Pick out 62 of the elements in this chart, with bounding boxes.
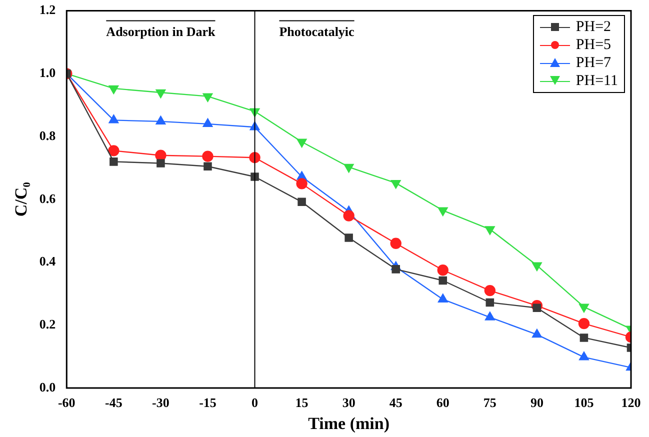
- point: [344, 164, 354, 173]
- x-axis-title: Time (min): [308, 414, 390, 434]
- legend-label: PH=5: [576, 36, 612, 54]
- point: [484, 226, 495, 235]
- point: [156, 159, 165, 168]
- point: [110, 158, 118, 166]
- x-tick-label: 90: [530, 395, 544, 410]
- point: [108, 114, 119, 124]
- point: [484, 312, 495, 320]
- point: [108, 145, 120, 156]
- point: [532, 304, 542, 312]
- x-tick-label: -60: [58, 395, 76, 410]
- y-tick-label: 1.0: [39, 65, 56, 80]
- x-tick-label: 105: [574, 395, 594, 410]
- point: [156, 89, 166, 98]
- point: [298, 198, 306, 206]
- point: [438, 276, 448, 285]
- point: [579, 352, 589, 360]
- legend-label: PH=11: [576, 72, 618, 90]
- y-tick-label: 1.2: [39, 2, 56, 18]
- x-tick-label: -30: [152, 395, 170, 410]
- y-tick-label: 0.2: [39, 316, 56, 332]
- point: [202, 118, 213, 128]
- point: [578, 318, 590, 330]
- point: [484, 284, 496, 296]
- point: [579, 304, 589, 312]
- x-tick-label: 60: [436, 395, 450, 410]
- x-tick-label: 0: [252, 395, 258, 410]
- x-tick-label: 45: [389, 395, 403, 410]
- point: [108, 85, 119, 94]
- x-tick-label: 15: [295, 395, 309, 410]
- point: [580, 334, 588, 342]
- point: [437, 264, 448, 276]
- point: [392, 265, 400, 274]
- point: [532, 328, 542, 338]
- y-tick-label: 0.8: [39, 128, 56, 143]
- point: [486, 298, 494, 307]
- point: [296, 138, 307, 148]
- point: [390, 238, 402, 250]
- x-tick-label: -15: [199, 395, 217, 410]
- y-tick-label: 0.0: [39, 379, 56, 394]
- point: [343, 210, 354, 222]
- x-tick-label: 30: [342, 395, 356, 410]
- point: [296, 178, 308, 190]
- point: [202, 150, 214, 162]
- annotation: Photocatalyic: [279, 24, 355, 40]
- legend-label: PH=7: [576, 54, 612, 72]
- point: [438, 207, 448, 216]
- point: [344, 234, 353, 242]
- point: [156, 116, 166, 125]
- annotation: Adsorption in Dark: [106, 24, 216, 40]
- y-tick-label: 0.6: [39, 190, 56, 206]
- x-tick-label: 75: [483, 395, 497, 410]
- point: [390, 180, 401, 189]
- legend-label: PH=2: [576, 18, 612, 36]
- point: [438, 294, 448, 302]
- x-tick-label: -45: [105, 395, 123, 410]
- point: [204, 162, 212, 171]
- point: [202, 93, 213, 102]
- y-axis-title: C/C₀: [12, 182, 31, 217]
- y-tick-label: 0.4: [39, 254, 56, 269]
- x-tick-label: 120: [621, 395, 641, 410]
